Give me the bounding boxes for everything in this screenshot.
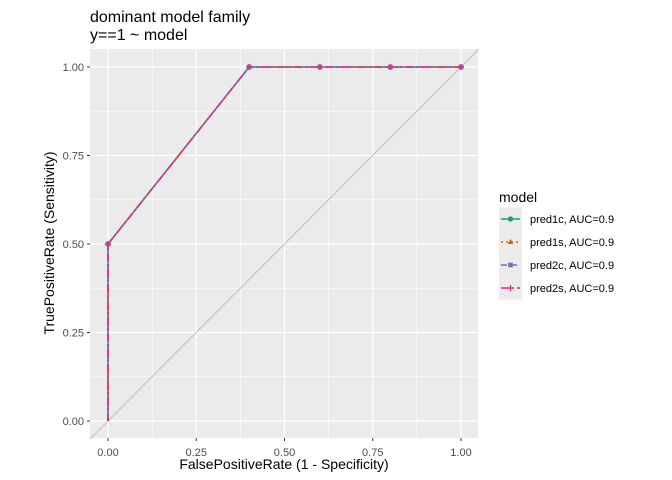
y-tick-label: 0.75	[63, 151, 84, 163]
chart-title-line-2: y==1 ~ model	[90, 27, 187, 44]
y-tick-label: 1.00	[63, 62, 84, 74]
y-axis-ticks: 0.00 0.25 0.50 0.75 1.00	[63, 62, 90, 428]
x-axis-title: FalsePositiveRate (1 - Specificity)	[179, 456, 388, 472]
data-point	[316, 63, 323, 71]
legend-title: model	[499, 189, 537, 205]
legend-label: pred1c, AUC=0.9	[530, 214, 614, 226]
reference-diagonal-line	[89, 48, 480, 440]
series-lines	[107, 66, 461, 421]
legend-key-marker	[507, 238, 514, 244]
legend-key-marker	[507, 216, 514, 222]
x-tick-label: 0.75	[362, 447, 383, 459]
x-tick-label: 0.00	[97, 447, 118, 459]
legend-label: pred2c, AUC=0.9	[530, 260, 614, 272]
legend-item: pred2s, AUC=0.9	[499, 276, 614, 300]
series-points	[104, 63, 465, 248]
chart-title-line-1: dominant model family	[90, 9, 250, 26]
legend-item: pred1s, AUC=0.9	[499, 230, 614, 254]
legend-key-marker	[508, 262, 513, 268]
legend-label: pred1s, AUC=0.9	[530, 237, 614, 249]
data-point	[387, 63, 394, 71]
legend-key-marker	[507, 284, 514, 292]
data-point	[457, 63, 465, 71]
y-axis-title: TruePositiveRate (Sensitivity)	[41, 151, 57, 334]
series-line	[107, 66, 461, 421]
data-point	[104, 240, 112, 248]
x-tick-label: 0.50	[274, 447, 295, 459]
legend-label: pred2s, AUC=0.9	[530, 283, 614, 295]
y-tick-label: 0.00	[63, 416, 84, 428]
x-tick-label: 0.25	[186, 447, 207, 459]
legend: pred1c, AUC=0.9 pred1s, AUC=0.9 pred2c, AU…	[499, 207, 614, 300]
data-point	[246, 63, 253, 71]
y-tick-label: 0.50	[63, 239, 84, 251]
legend-item: pred1c, AUC=0.9	[499, 207, 614, 231]
legend-item: pred2c, AUC=0.9	[499, 253, 614, 277]
x-tick-label: 1.00	[450, 447, 471, 459]
x-axis-ticks: 0.00 0.25 0.50 0.75 1.00	[97, 438, 472, 459]
y-tick-label: 0.25	[63, 328, 84, 340]
